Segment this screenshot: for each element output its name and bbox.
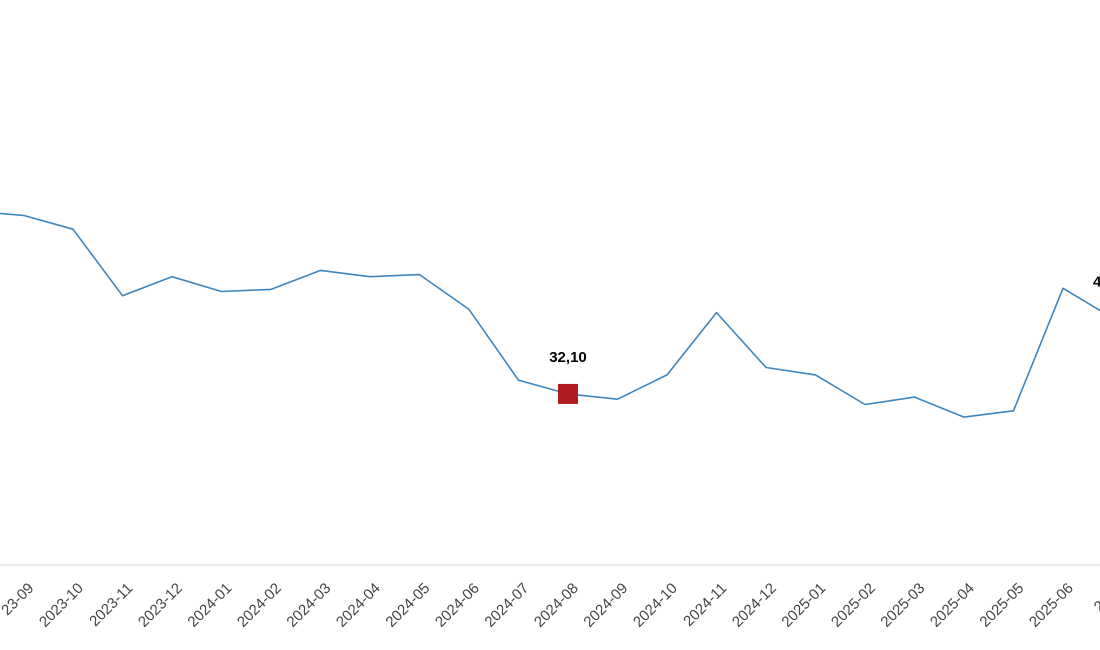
- x-tick-label: 2025-06: [1026, 580, 1077, 631]
- x-tick-label: 2023-12: [135, 580, 186, 631]
- x-tick-label: 2023-10: [36, 580, 87, 631]
- x-tick-label: 2024-01: [184, 580, 235, 631]
- x-tick-label: 2025-02: [828, 580, 879, 631]
- x-tick-label: 2025: [1091, 580, 1100, 616]
- x-tick-label: 23-09: [0, 580, 37, 619]
- x-tick-label: 2024-09: [580, 580, 631, 631]
- x-tick-label: 2024-07: [481, 580, 532, 631]
- x-tick-label: 2024-11: [680, 580, 730, 630]
- x-tick-label: 2024-06: [432, 580, 483, 631]
- x-tick-label: 2024-05: [382, 580, 433, 631]
- x-tick-label: 2024-03: [283, 580, 334, 631]
- x-tick-label: 2025-03: [877, 580, 928, 631]
- x-tick-label: 2024-04: [333, 580, 384, 631]
- highlight-marker: [558, 383, 578, 404]
- x-tick-label: 2025-04: [927, 580, 978, 631]
- end-data-label: 4: [1093, 273, 1100, 290]
- x-tick-label: 2024-10: [630, 580, 681, 631]
- x-tick-label: 2023-11: [86, 580, 136, 630]
- x-tick-label: 2025-01: [778, 580, 829, 631]
- label-layer: 32,10 4: [549, 273, 1100, 404]
- highlight-data-label: 32,10: [549, 349, 587, 366]
- x-tick-label: 2025-05: [976, 580, 1027, 631]
- x-tick-label: 2024-12: [729, 580, 780, 631]
- series-layer: [0, 212, 1100, 418]
- x-tick-label: 2024-02: [234, 580, 285, 631]
- x-tick-label: 2024-08: [531, 580, 582, 631]
- series-line: [0, 212, 1100, 418]
